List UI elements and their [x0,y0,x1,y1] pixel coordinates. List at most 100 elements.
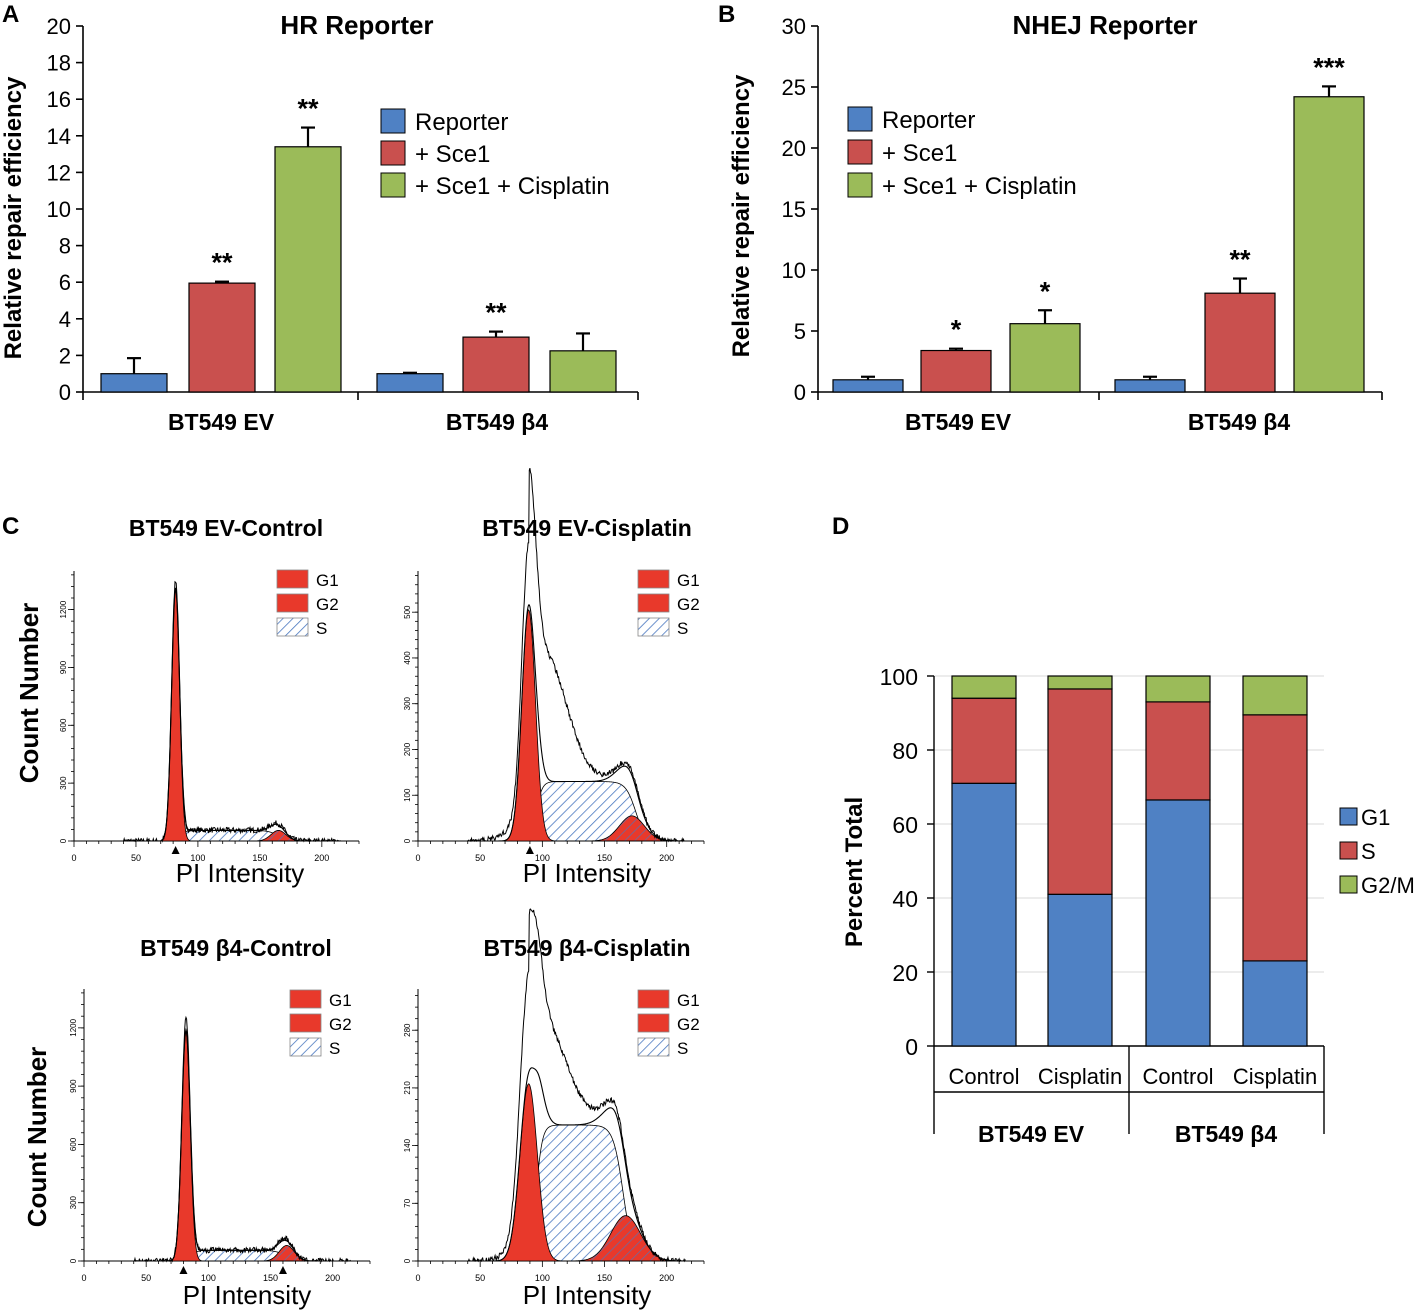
y-tick-label: 18 [47,51,71,76]
histogram-b4-control: BT549 β4-Control Count Number PI Intensi… [22,935,371,1310]
y-tick-label: 0 [59,380,71,405]
y-tick-label: 20 [892,960,918,986]
legend-label: Reporter [882,107,975,134]
legend-label: G2/M [1361,873,1415,898]
x-tick-label: 50 [475,1273,485,1283]
legend-swatch [276,593,309,613]
histogram-xlabel: PI Intensity [183,1280,312,1310]
chart-d-cell-cycle: Percent Total 0 20 40 60 80 100 Control Cisplat… [841,664,1415,1147]
stacked-bar-segment [1145,799,1211,1047]
chart-b-nhej-reporter: NHEJ Reporter Relative repair efficiency… [728,10,1383,435]
x-category-label: BT549 EV [168,409,275,435]
y-tick-label: 5 [794,319,806,344]
y-tick-label: 14 [47,124,71,149]
histogram-ev-cisplatin: BT549 EV-Cisplatin PI Intensity 0 50 100 15… [403,467,705,888]
legend-label: Reporter [415,109,508,136]
x-category-label: Cisplatin [1233,1064,1317,1089]
x-tick-label: 50 [141,1273,151,1283]
histogram-xlabel: PI Intensity [523,1280,652,1310]
y-tick-label: 8 [59,234,71,259]
y-tick-label: 600 [59,718,68,732]
panel-label-b: B [718,1,735,28]
legend-label: G1 [677,571,700,590]
x-group-label: BT549 EV [978,1121,1085,1147]
y-tick-label: 40 [892,886,918,912]
legend-label: S [329,1039,340,1058]
histogram-ylabel: Count Number [22,1047,52,1228]
legend-label: S [1361,839,1376,864]
legend-swatch [847,106,873,132]
legend-label: G1 [677,991,700,1010]
legend-swatch [637,989,670,1009]
stacked-bar-segment [1047,893,1113,1047]
x-tick-label: 200 [314,853,329,863]
significance-label: ** [211,248,233,278]
histogram-title: BT549 EV-Control [129,515,323,541]
y-tick-label: 280 [403,1023,412,1037]
legend-label: G2 [316,595,339,614]
g1-peak-area [133,1031,352,1262]
x-tick-label: 0 [81,1273,86,1283]
x-group-label: BT549 β4 [1175,1121,1277,1147]
y-tick-label: 60 [892,812,918,838]
significance-label: ** [485,298,507,328]
model-fit-line [467,1067,686,1262]
legend-swatch [1339,807,1358,826]
legend-label: G1 [329,991,352,1010]
model-fit-line [133,1027,352,1262]
y-tick-label: 10 [47,197,71,222]
legend-swatch [380,172,406,198]
bar [274,146,342,393]
x-tick-label: 0 [415,853,420,863]
histogram-title: BT549 β4-Control [140,935,332,961]
bar [549,350,617,393]
y-tick-label: 1200 [69,1018,78,1036]
y-tick-label: 6 [59,270,71,295]
x-tick-label: 200 [325,1273,340,1283]
significance-label: *** [1313,52,1345,82]
bar [1114,379,1186,393]
bar [100,373,168,393]
legend-swatch [847,139,873,165]
panel-label-a: A [2,1,19,28]
y-tick-label: 2 [59,343,71,368]
y-tick-label: 10 [782,258,806,283]
x-category-label: BT549 EV [905,409,1012,435]
significance-label: * [1040,276,1051,306]
x-tick-label: 150 [263,1273,278,1283]
stacked-bar-segment [1047,688,1113,895]
raw-data-line [467,467,686,843]
legend-label: + Sce1 [415,141,490,168]
legend-label: S [677,1039,688,1058]
y-tick-label: 16 [47,87,71,112]
stacked-bar-segment [951,675,1017,699]
y-tick-label: 20 [782,136,806,161]
y-tick-label: 300 [403,696,412,710]
bar [462,336,530,393]
y-tick-label: 300 [59,776,68,790]
y-tick-label: 70 [403,1198,412,1207]
y-tick-label: 600 [69,1137,78,1151]
x-category-label: BT549 β4 [446,409,548,435]
y-tick-label: 0 [59,838,68,843]
s-phase-area [467,781,686,842]
legend-swatch [637,1013,670,1033]
chart-a-title: HR Reporter [280,10,433,40]
legend-label: G2 [677,595,700,614]
legend-swatch [637,569,670,589]
bar [920,349,992,393]
panel-label-c: C [2,513,19,540]
s-phase-area [467,1124,686,1262]
legend-label: G1 [316,571,339,590]
legend-swatch [847,172,873,198]
legend-swatch [1339,841,1358,860]
chart-d-ylabel: Percent Total [841,797,868,947]
y-tick-label: 80 [892,738,918,764]
y-tick-label: 4 [59,307,71,332]
histogram-xlabel: PI Intensity [523,858,652,888]
bar [188,282,256,393]
legend-swatch [380,108,406,134]
x-tick-label: 100 [201,1273,216,1283]
y-tick-label: 900 [69,1079,78,1093]
